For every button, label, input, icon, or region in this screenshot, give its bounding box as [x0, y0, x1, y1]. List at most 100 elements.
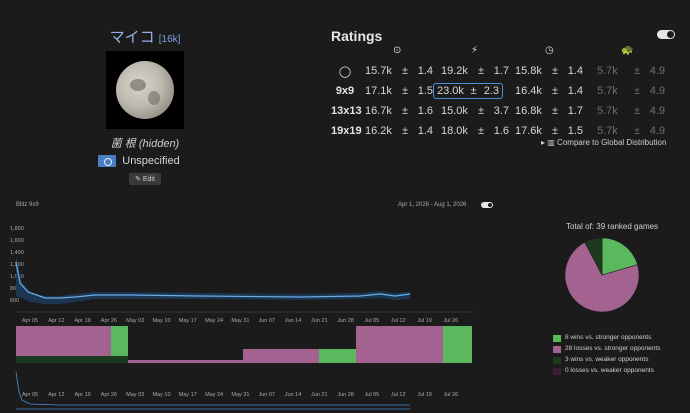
overall-icon: ⊙ — [393, 45, 402, 56]
legend-item: 28 losses vs. stronger opponents — [553, 345, 660, 356]
rating-value: 4.9 — [649, 105, 665, 117]
ratings-toggle[interactable] — [657, 30, 675, 39]
rating-cell[interactable]: 18.0k ±1.6 — [441, 125, 521, 137]
rating-cell[interactable]: 16.4k ±1.4 — [515, 85, 595, 97]
legend-label: 8 wins vs. stronger opponents — [565, 334, 652, 341]
bar-wins — [319, 349, 356, 363]
rating-value: ± — [551, 105, 559, 117]
x-tick-label: May 24 — [205, 318, 223, 324]
rating-deviation-band — [16, 256, 410, 304]
y-tick-label: 1,400 — [10, 250, 24, 256]
rating-value: 16.7k — [365, 105, 392, 117]
rating-row: ◯ 15.7k ±1.4 19.2k ±1.7 15.8k ±1.4 5.7k ±4.9 — [331, 62, 676, 82]
rating-cell[interactable]: 5.7k ±4.9 — [597, 125, 677, 137]
rating-value: 1.7 — [567, 105, 583, 117]
bar-losses — [16, 326, 111, 356]
rating-value: 4.9 — [649, 125, 665, 137]
rating-cell[interactable]: 15.0k ±3.7 — [441, 105, 521, 117]
rating-cell[interactable]: 5.7k ±4.9 — [597, 85, 677, 97]
rating-cell[interactable]: 15.8k ±1.4 — [515, 65, 595, 77]
rating-line — [15, 261, 411, 299]
legend-label: 0 losses vs. weaker opponents — [565, 367, 654, 374]
x-tick-label: Jun 21 — [311, 392, 328, 398]
rating-cell[interactable]: 17.1k ±1.5 — [365, 85, 445, 97]
bar-wins — [443, 326, 472, 363]
compare-label: Compare to Global Distribution — [557, 138, 667, 147]
history-date-range: Apr 1, 2026 - Aug 1, 2026 — [398, 202, 467, 208]
pie-slice — [601, 237, 638, 276]
edit-button[interactable]: ✎ Edit — [129, 173, 161, 185]
rating-value: 4.9 — [649, 65, 665, 77]
rating-cell[interactable]: 17.6k ±1.5 — [515, 125, 595, 137]
rating-cell[interactable]: 23.0k ±2.3 — [433, 83, 503, 99]
rating-cell[interactable]: 16.8k ±1.7 — [515, 105, 595, 117]
rating-value: ± — [551, 65, 559, 77]
x-tick-label: May 17 — [179, 392, 197, 398]
x-tick-label: Apr 12 — [48, 318, 64, 324]
rating-value: ± — [401, 105, 409, 117]
country-label: Unspecified — [122, 155, 180, 167]
x-tick-label: Apr 19 — [74, 318, 90, 324]
navigator-line — [15, 371, 410, 406]
rating-value: ± — [401, 125, 409, 137]
rating-cell[interactable]: 16.7k ±1.6 — [365, 105, 445, 117]
moon-image — [116, 61, 174, 119]
x-tick-label: Apr 12 — [48, 392, 64, 398]
edit-label: Edit — [142, 176, 155, 183]
x-tick-label: May 03 — [126, 318, 144, 324]
x-tick-label: Jun 28 — [337, 318, 354, 324]
rating-value: 1.7 — [493, 65, 509, 77]
rating-value: 4.9 — [649, 85, 665, 97]
x-tick-label: Jul 12 — [391, 318, 406, 324]
rating-value: 15.8k — [515, 65, 542, 77]
rating-value: 1.4 — [567, 85, 583, 97]
x-tick-label: Jul 19 — [417, 318, 432, 324]
compare-global-link[interactable]: ▸ ▥ Compare to Global Distribution — [541, 138, 667, 147]
rating-value: 17.1k — [365, 85, 392, 97]
legend-item: 0 losses vs. weaker opponents — [553, 367, 660, 378]
rank-badge: [16k] — [158, 34, 181, 45]
rating-value: ± — [477, 65, 485, 77]
pie-slice — [564, 241, 640, 313]
player-profile: マイコ [16k] 菌 根 (hidden) Unspecified ✎ Edi… — [98, 26, 190, 186]
rating-value: 5.7k — [597, 65, 618, 77]
x-tick-label: Jul 05 — [365, 392, 380, 398]
legend-item: 8 wins vs. stronger opponents — [553, 334, 660, 345]
avatar — [106, 51, 184, 129]
x-tick-label: Jul 05 — [365, 318, 380, 324]
rating-row: 19x19 16.2k ±1.4 18.0k ±1.6 17.6k ±1.5 5.7k ±4.9 — [331, 122, 676, 142]
rating-row: 13x13 16.7k ±1.6 15.0k ±3.7 16.8k ±1.7 5.7k ±4.9 — [331, 102, 676, 122]
rating-cell[interactable]: 5.7k ±4.9 — [597, 105, 677, 117]
y-tick-label: 600 — [10, 298, 19, 304]
country-row: Unspecified — [88, 155, 190, 167]
board-size-label: 13x13 — [331, 105, 362, 117]
history-title: Blitz 9x9 — [16, 202, 39, 208]
y-tick-label: 1,600 — [10, 238, 24, 244]
x-tick-label: May 17 — [179, 318, 197, 324]
rating-cell[interactable]: 16.2k ±1.4 — [365, 125, 445, 137]
legend-swatch — [553, 335, 561, 342]
rating-value: ± — [633, 65, 641, 77]
rating-cell[interactable]: 5.7k ±4.9 — [597, 65, 677, 77]
rating-value: 23.0k — [437, 85, 464, 97]
rating-cell[interactable]: 19.2k ±1.7 — [441, 65, 521, 77]
rating-value: 1.4 — [567, 65, 583, 77]
blitz-icon: ⚡ — [471, 45, 479, 56]
rating-value: 5.7k — [597, 125, 618, 137]
x-tick-label: Jun 21 — [311, 318, 328, 324]
rating-value: 16.2k — [365, 125, 392, 137]
board-size-label: 9x9 — [335, 85, 355, 97]
x-tick-label: Jun 14 — [285, 318, 302, 324]
correspondence-icon: 🐢 — [621, 45, 634, 56]
histogram-icon: ▥ — [547, 138, 555, 147]
rating-value: 15.7k — [365, 65, 392, 77]
ratings-title: Ratings — [331, 28, 383, 44]
bar-wins — [111, 326, 128, 356]
rating-cell[interactable]: 15.7k ±1.4 — [365, 65, 445, 77]
rating-value: ± — [551, 125, 559, 137]
player-name[interactable]: マイコ [16k] — [100, 26, 190, 47]
legend-label: 28 losses vs. stronger opponents — [565, 345, 661, 352]
history-range-toggle[interactable] — [481, 202, 493, 208]
legend-swatch — [553, 346, 561, 353]
